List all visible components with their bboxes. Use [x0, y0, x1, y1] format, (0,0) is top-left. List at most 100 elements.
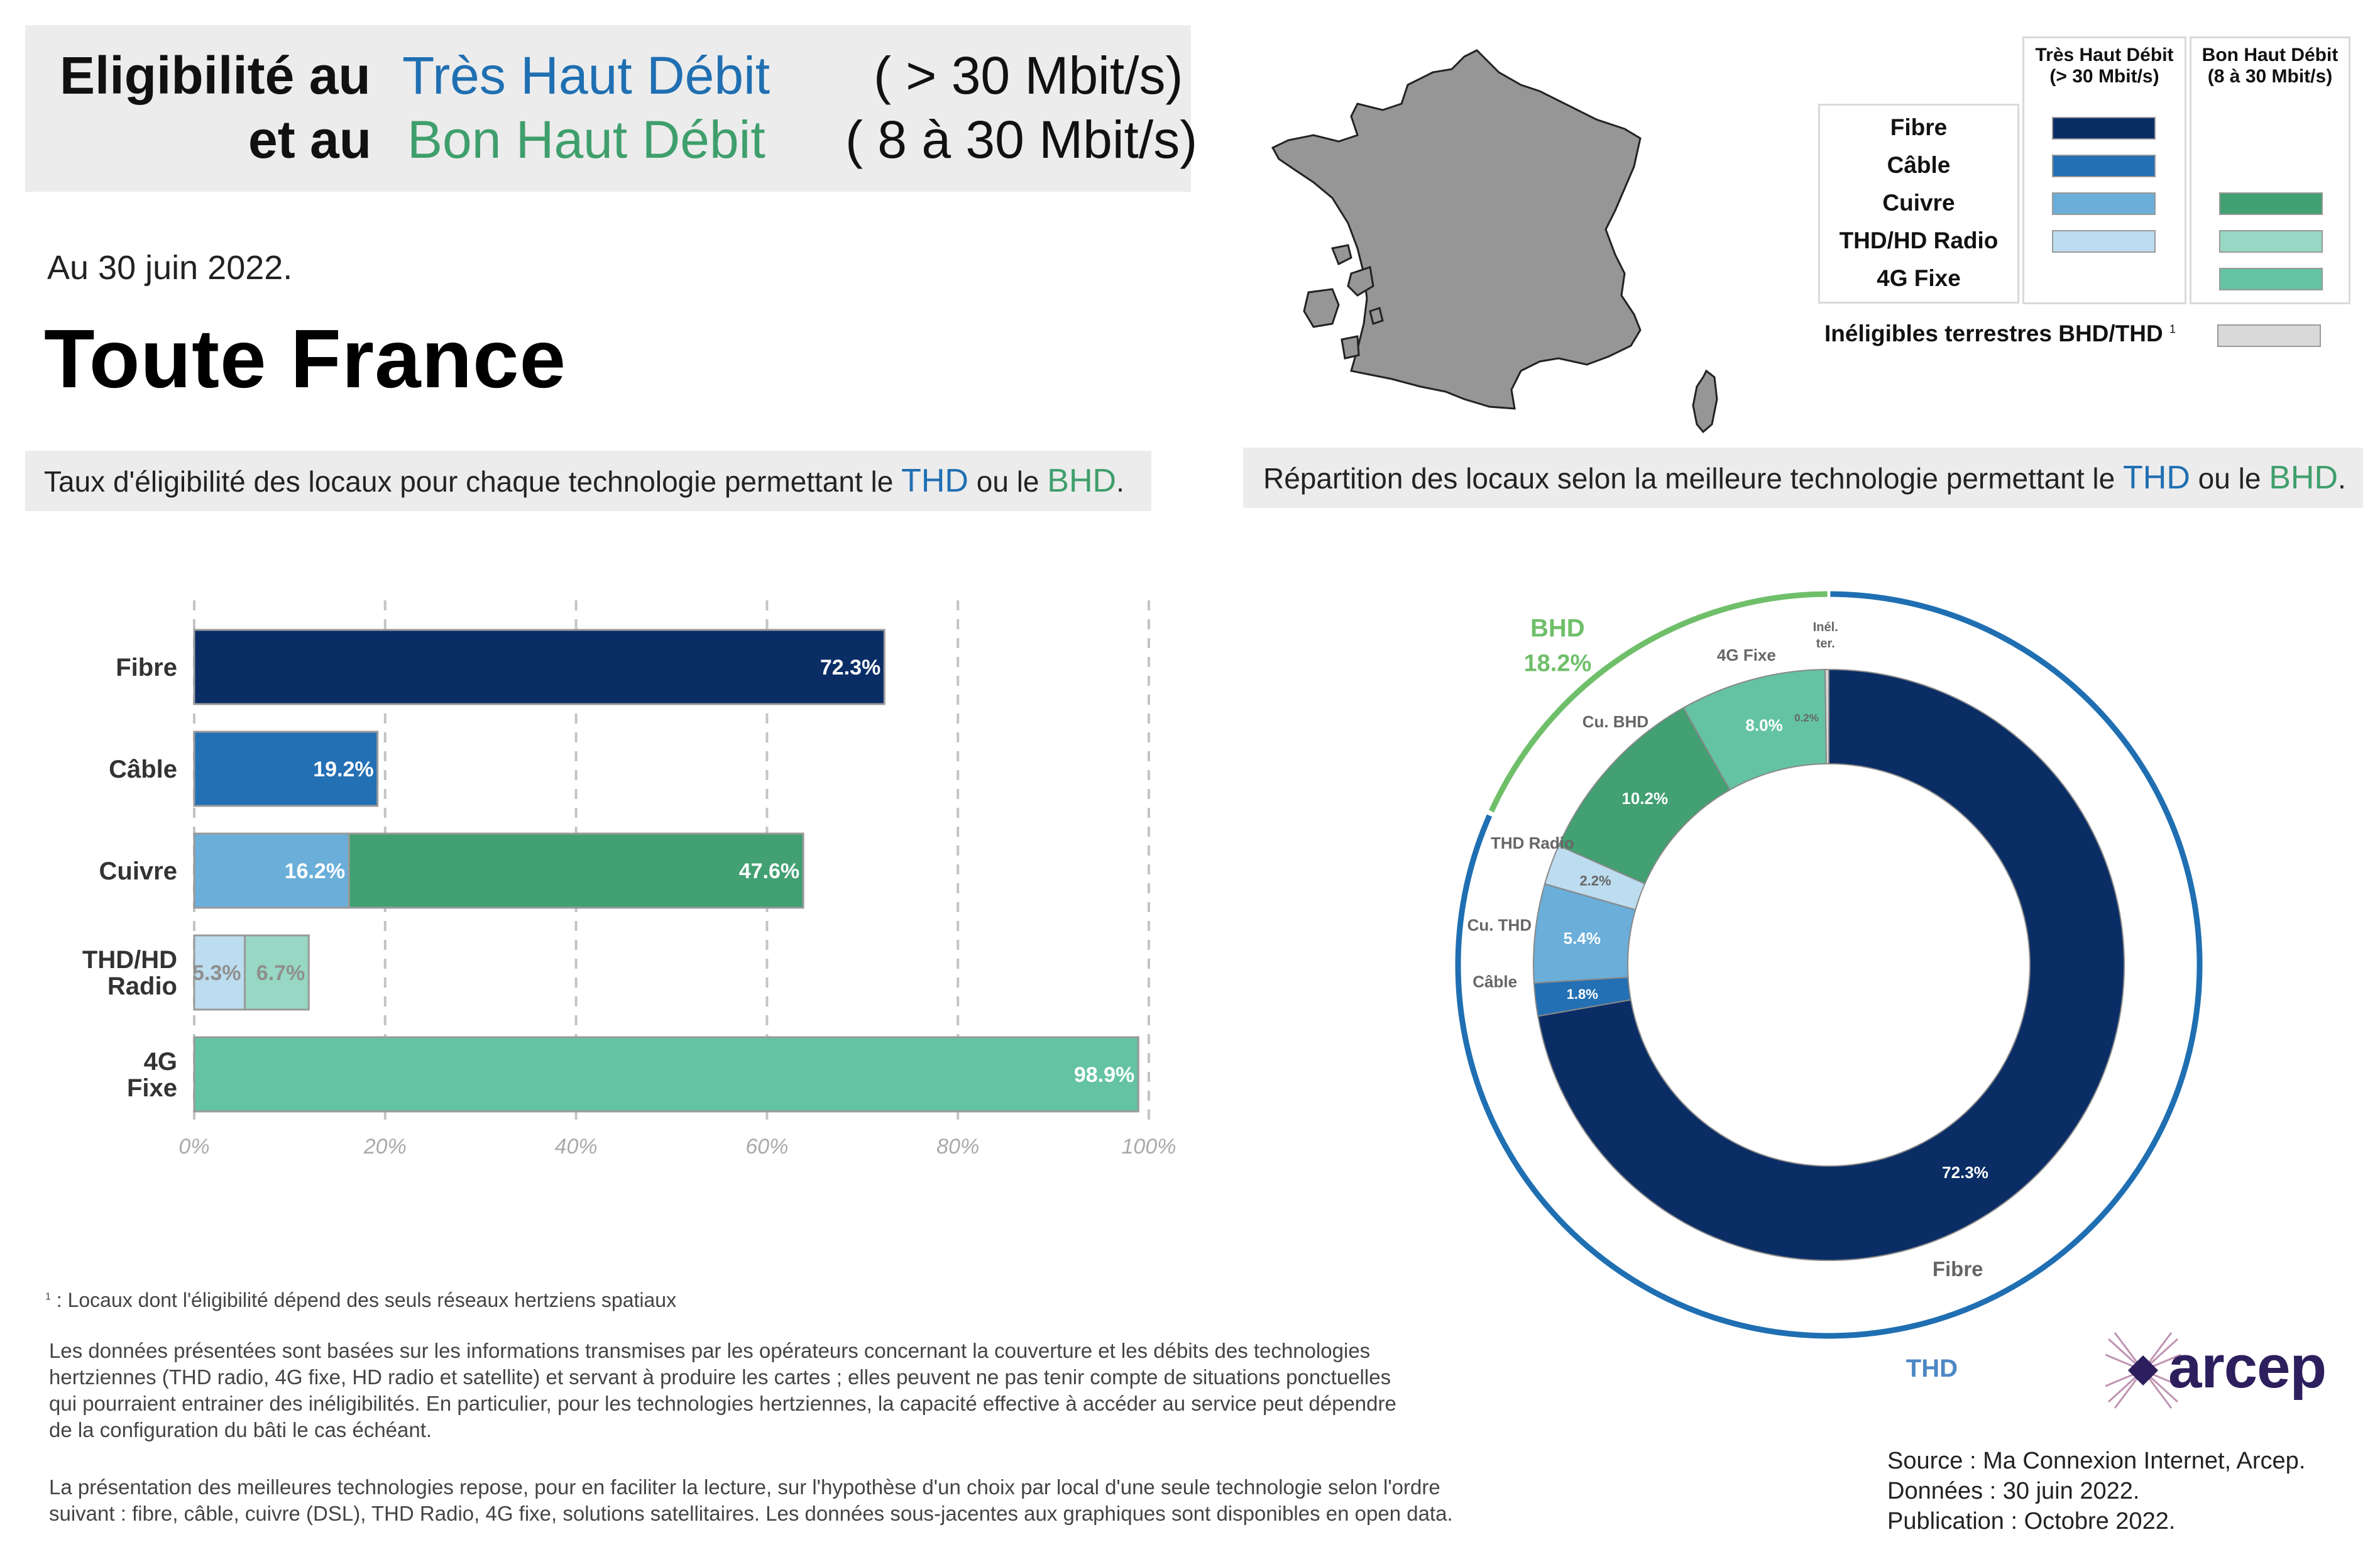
left-panel-mid: ou le [976, 465, 1039, 498]
eligibility-bar-chart: 0% 20% 40% 60% 80% 100% Fibre 72.3% Câble 19.2% Cu… [82, 600, 1176, 1159]
legend-label-cable: Câble [1887, 152, 1951, 178]
legend-ineligible-note: 1 [2169, 322, 2176, 336]
overseas-3-shape [1347, 266, 1374, 297]
right-panel-mid: ou le [2198, 462, 2261, 495]
corsica-shape [1692, 369, 1718, 434]
donut-value-label: 8.0% [1745, 716, 1782, 735]
notes-p1-line: qui pourraient entrainer des inéligibili… [49, 1392, 1396, 1415]
swatch-radio-bhd [2219, 230, 2323, 253]
title-speed-thd: ( > 30 Mbit/s) [874, 46, 1183, 105]
title-bhd: Bon Haut Débit [407, 108, 765, 171]
donut-value-label: 10.2% [1621, 789, 1668, 808]
bhd-outer-ring [1488, 591, 1828, 813]
bar-value-label: 6.7% [256, 961, 305, 985]
bar-bhd [244, 934, 310, 1011]
category-label: Câble [109, 756, 177, 783]
group-name-label: BHD [1530, 615, 1585, 642]
swatch-ineligible [2217, 324, 2321, 347]
legend-thd-title-1: Très Haut Débit [2035, 45, 2174, 65]
donut-value-label: 5.4% [1564, 928, 1601, 947]
swatch-radio-thd [2052, 230, 2156, 253]
france-mainland-shape [1271, 49, 1642, 410]
title-line-2: et au [248, 108, 371, 171]
x-tick-label: 60% [745, 1135, 788, 1159]
date-label: Au 30 juin 2022. [47, 249, 293, 287]
title-highlight-bhd: Bon Haut Débit [407, 110, 765, 169]
distribution-donut-chart: 72.3% 1.8% 5.4% 2.2% 10.2% 8.0% 0.2% Fibre Câble… [1455, 591, 2203, 1382]
footnote: 1 : Locaux dont l'éligibilité dépend des… [45, 1289, 676, 1312]
title-speed-bhd-wrap: ( 8 à 30 Mbit/s) [845, 108, 1197, 171]
bar-thd [193, 934, 246, 1011]
arcep-logo-icon [2105, 1332, 2181, 1409]
arcep-logo-text: arcep [2168, 1333, 2327, 1401]
legend-label-fibre: Fibre [1890, 114, 1948, 140]
left-panel-end: . [1116, 465, 1124, 498]
x-tick-label: 80% [936, 1135, 979, 1159]
right-panel-prefix: Répartition des locaux selon la meilleur… [1263, 462, 2115, 495]
bar-value-label: 19.2% [313, 757, 373, 781]
right-panel-bhd: BHD [2269, 460, 2338, 496]
legend-bhd-column: Bon Haut Débit (8 à 30 Mbit/s) [2190, 36, 2350, 304]
donut-name-label: ter. [1816, 637, 1835, 651]
donut-value-label: 0.2% [1794, 712, 1819, 724]
category-label: Fixe [127, 1074, 177, 1102]
source-block: Source : Ma Connexion Internet, Arcep. D… [1887, 1446, 2305, 1536]
notes-p1-line: hertziennes (THD radio, 4G fixe, HD radi… [49, 1365, 1391, 1389]
notes-p1-line: Les données présentées sont basées sur l… [49, 1339, 1371, 1362]
legend-bhd-title-2: (8 à 30 Mbit/s) [2207, 66, 2333, 87]
title-speed-thd-wrap: ( > 30 Mbit/s) [874, 44, 1183, 107]
footnote-mark: 1 [45, 1291, 51, 1303]
bar-value-label: 5.3% [192, 961, 241, 985]
arcep-logo: arcep [2102, 1323, 2341, 1418]
legend-label-4g: 4G Fixe [1877, 265, 1961, 291]
title-highlight-thd: Très Haut Débit [402, 46, 770, 105]
x-tick-label: 20% [363, 1135, 407, 1159]
x-tick-label: 100% [1122, 1135, 1176, 1159]
right-panel-thd: THD [2123, 460, 2190, 496]
legend-thd-title-2: (> 30 Mbit/s) [2049, 66, 2159, 87]
left-panel-prefix: Taux d'éligibilité des locaux pour chaqu… [44, 465, 894, 498]
donut-name-label: 4G Fixe [1717, 646, 1776, 664]
overseas-4-shape [1341, 335, 1360, 360]
swatch-fibre [2052, 117, 2156, 140]
bar-thd [193, 832, 350, 909]
donut-value-label: 1.8% [1567, 986, 1598, 1002]
bar-value-label: 16.2% [285, 859, 345, 883]
swatch-cable [2052, 155, 2156, 177]
legend-label-radio: THD/HD Radio [1839, 228, 1999, 253]
swatch-4g-fixe [2219, 268, 2323, 290]
swatch-cuivre-thd [2052, 192, 2156, 215]
title-speed-bhd: ( 8 à 30 Mbit/s) [845, 110, 1198, 169]
legend-thd-column: Très Haut Débit (> 30 Mbit/s) [2022, 36, 2186, 304]
source-line-1: Source : Ma Connexion Internet, Arcep. [1887, 1448, 2306, 1474]
right-panel-end: . [2338, 462, 2346, 495]
notes-paragraph-1: Les données présentées sont basées sur l… [49, 1338, 1396, 1443]
title-line-1: Eligibilité au [60, 44, 371, 107]
donut-value-label: 72.3% [1942, 1163, 1988, 1182]
overseas-5-shape [1369, 307, 1384, 325]
source-line-2: Données : 30 juin 2022. [1887, 1478, 2140, 1504]
title-thd: Très Haut Débit [402, 44, 770, 107]
overseas-2-shape [1330, 244, 1352, 266]
notes-paragraph-2: La présentation des meilleures technolog… [49, 1474, 1453, 1527]
overseas-1-shape [1303, 288, 1340, 328]
bar-thd [193, 629, 886, 705]
legend-ineligible-text: Inéligibles terrestres BHD/THD [1824, 321, 2163, 346]
donut-name-label: Fibre [1933, 1257, 1983, 1281]
category-label: Cuivre [99, 857, 178, 885]
bar-bhd [193, 1036, 1139, 1113]
category-label: THD/HD [82, 946, 177, 974]
right-panel-header: Répartition des locaux selon la meilleur… [1243, 448, 2363, 508]
x-tick-label: 40% [555, 1135, 598, 1159]
bar-value-label: 72.3% [820, 656, 880, 680]
category-label: Fibre [116, 654, 177, 681]
bar-value-label: 47.6% [739, 859, 799, 883]
group-name-label: THD [1906, 1355, 1958, 1382]
donut-name-label: THD Radio [1491, 834, 1574, 852]
region-title: Toute France [44, 312, 567, 405]
title-prefix-1: Eligibilité au [60, 46, 371, 105]
left-panel-thd: THD [901, 463, 968, 499]
category-label: Radio [107, 972, 177, 1000]
bar-thd [193, 730, 379, 807]
notes-p2-line: La présentation des meilleures technolog… [49, 1475, 1440, 1499]
